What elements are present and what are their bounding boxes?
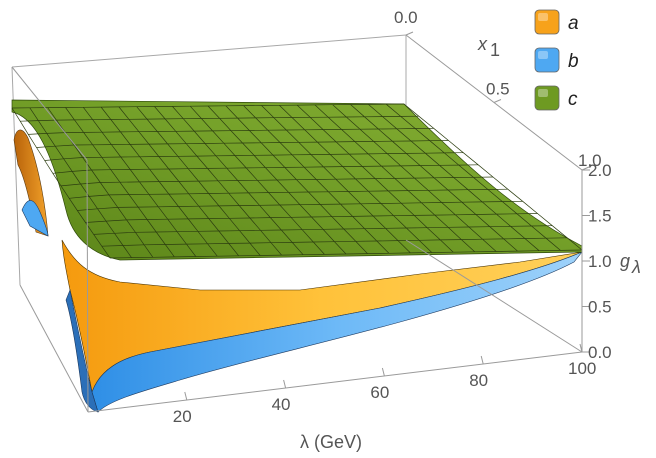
surface-c-mesh <box>11 103 583 259</box>
mesh-c-line-depth-2 <box>28 127 434 135</box>
y-tick-label-0.5: 0.5 <box>486 80 510 99</box>
z-tick-label-1.0: 1.0 <box>588 252 612 271</box>
mesh-c-line-depth-10 <box>93 225 553 235</box>
y-axis-label-sub: 1 <box>490 40 500 60</box>
x-tick-label-100: 100 <box>568 359 596 378</box>
legend-swatch-shine-c <box>538 89 548 97</box>
surface-c <box>11 99 583 261</box>
x-tick-mark-100 <box>579 343 583 353</box>
box-edge-right-depth <box>405 239 583 353</box>
y-tick-mark-0.5 <box>493 99 502 103</box>
legend: abc <box>534 9 579 111</box>
legend-swatch-shine-a <box>538 13 548 21</box>
mesh-c-line-depth-9 <box>85 213 538 223</box>
mesh-c-line-depth-12 <box>109 249 583 259</box>
z-axis-label-main: g <box>620 251 630 271</box>
mesh-c-line-depth-6 <box>60 176 494 187</box>
z-axis-ticks: 0.0 0.5 1.0 1.5 2.0 <box>582 161 612 362</box>
x-tick-mark-60 <box>381 367 385 377</box>
legend-swatch-a <box>534 9 560 35</box>
z-tick-label-0.0: 0.0 <box>588 343 612 362</box>
box-edge-front-vertical <box>86 159 89 413</box>
x-axis-label: λ (GeV) <box>300 432 362 452</box>
x-axis-ticks: 20 40 60 80 100 <box>173 343 596 426</box>
legend-entry-c: c <box>534 85 578 111</box>
mesh-c-line-depth-11 <box>101 237 568 247</box>
mesh-c-line-depth-3 <box>36 140 449 148</box>
mesh-c-line-depth-0 <box>11 103 405 109</box>
x-tick-mark-80 <box>480 355 484 365</box>
z-tick-label-2.0: 2.0 <box>588 161 612 180</box>
legend-swatch-shine-b <box>538 51 548 59</box>
mesh-c-line-depth-8 <box>77 200 523 211</box>
legend-label-a: a <box>568 13 579 34</box>
box-edge-back-top <box>11 34 407 68</box>
y-tick-mark-0.0 <box>405 31 414 36</box>
legend-entry-a: a <box>534 9 579 35</box>
x-tick-label-80: 80 <box>469 371 488 390</box>
box-edge-front-bottom <box>87 351 583 413</box>
x-tick-label-60: 60 <box>370 383 389 402</box>
y-tick-label-1.0: 1.0 <box>578 151 602 170</box>
y-axis-label-main: x <box>477 34 488 54</box>
box-edge-front-left <box>19 284 89 413</box>
mesh-c-line-depth-7 <box>69 188 508 199</box>
surface-b-face <box>91 251 583 413</box>
y-tick-label-0.0: 0.0 <box>394 8 418 27</box>
x-tick-label-20: 20 <box>173 407 192 426</box>
legend-swatch-b <box>534 47 560 73</box>
y-axis-label: x 1 <box>477 34 500 60</box>
surface-b <box>21 200 583 413</box>
x-tick-label-40: 40 <box>272 395 291 414</box>
mesh-c-line-depth-5 <box>52 164 479 174</box>
x-tick-mark-20 <box>184 391 188 401</box>
mesh-c-line-depth-4 <box>44 152 464 161</box>
surface-b-left-wall <box>21 200 49 237</box>
legend-entry-b: b <box>534 47 579 73</box>
z-axis-label-sub: λ <box>631 257 641 277</box>
legend-label-b: b <box>568 51 579 72</box>
x-tick-mark-40 <box>283 379 287 389</box>
surface-a-left-wall <box>13 129 49 237</box>
z-tick-label-1.5: 1.5 <box>588 207 612 226</box>
surface-b-underside <box>65 288 99 413</box>
z-axis-label: g λ <box>620 251 641 277</box>
legend-label-c: c <box>568 89 578 110</box>
y-axis-ticks: 0.0 0.5 1.0 <box>394 8 602 171</box>
mesh-c-line-depth-1 <box>20 115 419 122</box>
box-edge-front-top <box>11 66 88 161</box>
legend-swatch-c <box>534 85 560 111</box>
z-tick-label-0.5: 0.5 <box>588 298 612 317</box>
